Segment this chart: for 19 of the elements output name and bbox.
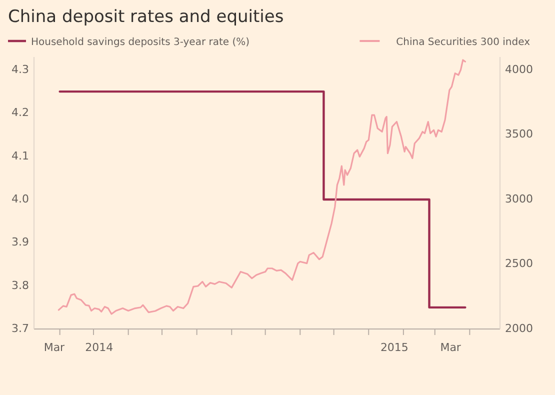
x-tick-label: Mar bbox=[44, 341, 66, 354]
legend-label: China Securities 300 index bbox=[396, 37, 530, 48]
y-tick-label: 4.2 bbox=[12, 106, 29, 120]
y-tick-label: 3.7 bbox=[12, 322, 29, 336]
y2-tick-label: 4000 bbox=[505, 62, 533, 76]
y-tick-label: 4.1 bbox=[12, 149, 29, 162]
x-tick-label: 2015 bbox=[380, 341, 408, 354]
y2-tick-label: 2000 bbox=[505, 322, 533, 336]
y-tick-label: 4.0 bbox=[12, 192, 29, 206]
y-tick-label: 3.8 bbox=[12, 278, 29, 292]
x-tick-label: Mar bbox=[440, 341, 462, 354]
x-tick-label: 2014 bbox=[85, 341, 114, 354]
y-tick-label: 4.3 bbox=[12, 62, 29, 76]
y2-tick-label: 3000 bbox=[505, 192, 533, 206]
chart-title: China deposit rates and equities bbox=[8, 7, 284, 27]
y2-tick-label: 2500 bbox=[505, 257, 533, 270]
legend-label: Household savings deposits 3-year rate (%) bbox=[31, 37, 250, 48]
y-tick-label: 3.9 bbox=[12, 236, 29, 249]
y2-tick-label: 3500 bbox=[505, 128, 533, 141]
